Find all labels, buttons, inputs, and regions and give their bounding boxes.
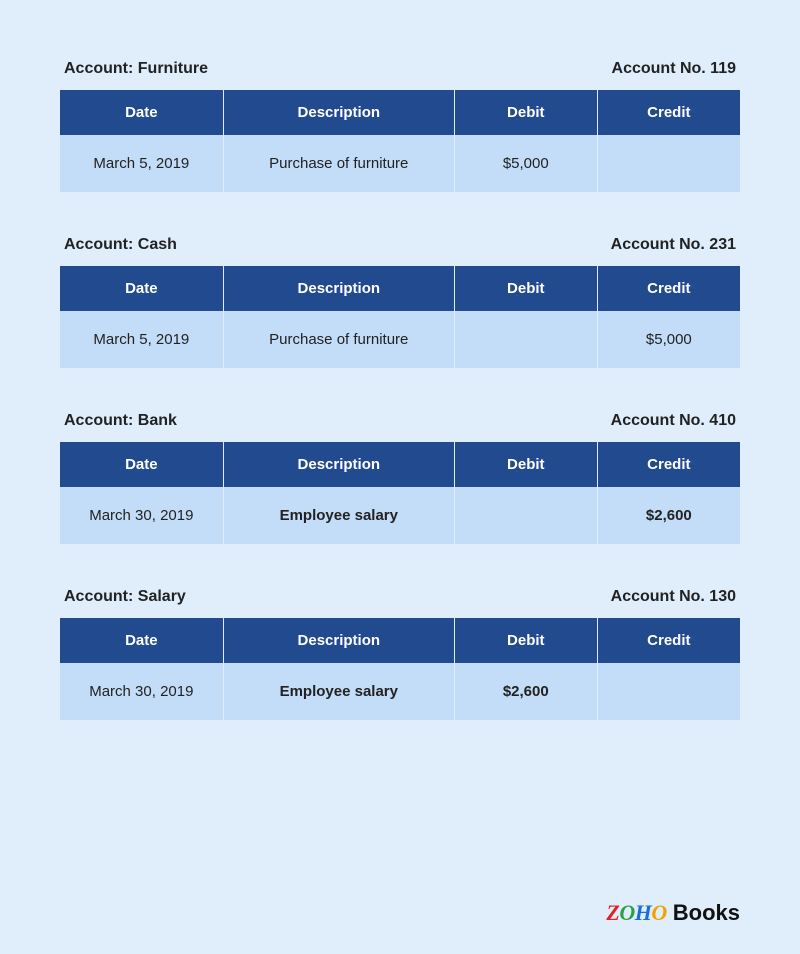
col-header-debit: Debit xyxy=(454,266,597,311)
table-row: March 30, 2019Employee salary $2,600 xyxy=(60,487,740,544)
col-header-description: Description xyxy=(223,442,454,487)
col-header-debit: Debit xyxy=(454,618,597,663)
ledger-title-row: Account: Furniture Account No. 119 xyxy=(60,60,740,78)
cell-credit xyxy=(597,135,740,192)
ledger-table: DateDescriptionDebitCreditMarch 30, 2019… xyxy=(60,442,740,544)
cell-description: Purchase of furniture xyxy=(223,311,454,368)
cell-date: March 5, 2019 xyxy=(60,311,223,368)
ledger-table: DateDescriptionDebitCreditMarch 5, 2019P… xyxy=(60,90,740,192)
cell-debit xyxy=(454,487,597,544)
col-header-debit: Debit xyxy=(454,90,597,135)
brand-logo: ZOHO Books xyxy=(606,900,740,926)
account-name: Account: Cash xyxy=(64,236,177,254)
cell-description: Employee salary xyxy=(223,663,454,720)
cell-date: March 30, 2019 xyxy=(60,487,223,544)
cell-credit: $5,000 xyxy=(597,311,740,368)
account-name: Account: Furniture xyxy=(64,60,208,78)
account-number: Account No. 410 xyxy=(611,412,736,430)
col-header-date: Date xyxy=(60,90,223,135)
table-row: March 30, 2019Employee salary$2,600 xyxy=(60,663,740,720)
ledger-block: Account: Cash Account No. 231 DateDescript… xyxy=(60,236,740,368)
table-row: March 5, 2019Purchase of furniture $5,000 xyxy=(60,311,740,368)
col-header-credit: Credit xyxy=(597,618,740,663)
account-name: Account: Bank xyxy=(64,412,177,430)
ledgers-container: Account: FurnitureAccount No. 119DateDes… xyxy=(60,60,740,720)
col-header-debit: Debit xyxy=(454,442,597,487)
account-number: Account No. 231 xyxy=(611,236,736,254)
cell-description: Employee salary xyxy=(223,487,454,544)
cell-credit xyxy=(597,663,740,720)
cell-date: March 30, 2019 xyxy=(60,663,223,720)
col-header-description: Description xyxy=(223,90,454,135)
col-header-credit: Credit xyxy=(597,442,740,487)
cell-description: Purchase of furniture xyxy=(223,135,454,192)
cell-debit xyxy=(454,311,597,368)
col-header-date: Date xyxy=(60,618,223,663)
col-header-date: Date xyxy=(60,442,223,487)
ledger-title-row: Account: Bank Account No. 410 xyxy=(60,412,740,430)
cell-debit: $5,000 xyxy=(454,135,597,192)
ledger-block: Account: Furniture Account No. 119 DateDes… xyxy=(60,60,740,192)
col-header-description: Description xyxy=(223,618,454,663)
zoho-wordmark: ZOHO xyxy=(606,900,666,926)
books-wordmark: Books xyxy=(673,900,740,926)
table-row: March 5, 2019Purchase of furniture$5,000 xyxy=(60,135,740,192)
ledger-title-row: Account: Salary Account No. 130 xyxy=(60,588,740,606)
col-header-credit: Credit xyxy=(597,90,740,135)
col-header-description: Description xyxy=(223,266,454,311)
ledger-block: Account: Salary Account No. 130 DateDescri… xyxy=(60,588,740,720)
cell-credit: $2,600 xyxy=(597,487,740,544)
account-number: Account No. 119 xyxy=(612,60,736,78)
col-header-date: Date xyxy=(60,266,223,311)
ledger-table: DateDescriptionDebitCreditMarch 30, 2019… xyxy=(60,618,740,720)
ledger-table: DateDescriptionDebitCreditMarch 5, 2019P… xyxy=(60,266,740,368)
col-header-credit: Credit xyxy=(597,266,740,311)
ledger-block: Account: Bank Account No. 410 DateDescript… xyxy=(60,412,740,544)
cell-date: March 5, 2019 xyxy=(60,135,223,192)
cell-debit: $2,600 xyxy=(454,663,597,720)
ledger-title-row: Account: Cash Account No. 231 xyxy=(60,236,740,254)
account-name: Account: Salary xyxy=(64,588,186,606)
account-number: Account No. 130 xyxy=(611,588,736,606)
